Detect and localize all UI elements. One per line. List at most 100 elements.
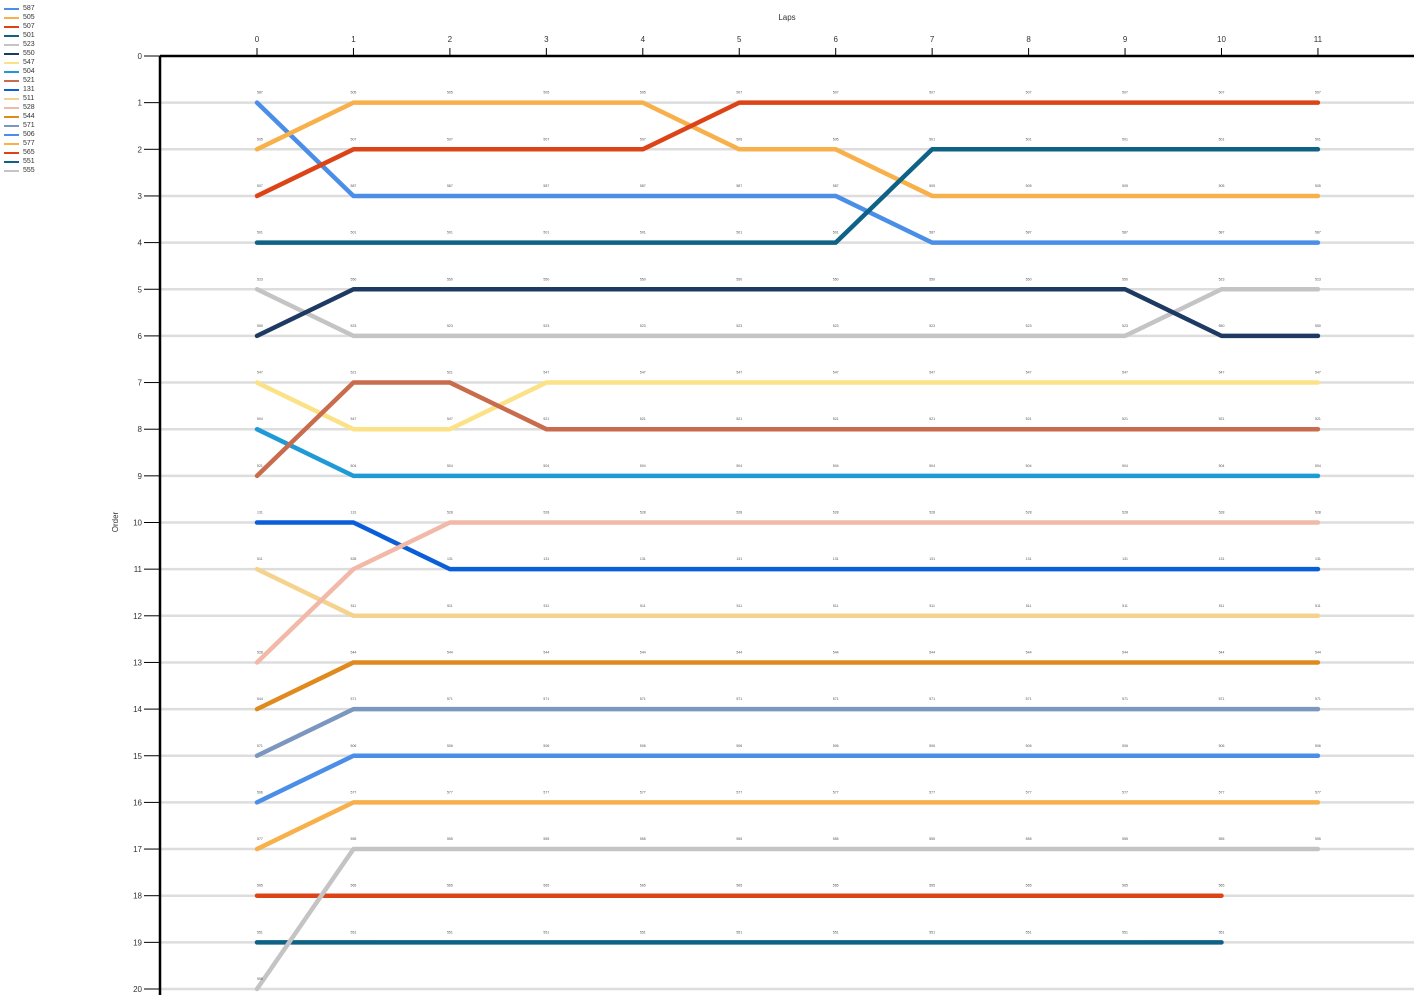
legend-item-550: 550 — [4, 49, 35, 58]
series-line-544 — [254, 660, 1321, 712]
point-label: 528 — [447, 511, 453, 515]
point-label: 507 — [351, 137, 357, 141]
point-label: 501 — [447, 231, 453, 235]
point-label: 511 — [544, 604, 550, 608]
series-line-523 — [254, 287, 1321, 339]
series-line-587 — [254, 100, 1321, 245]
point-label: 507 — [1315, 91, 1321, 95]
point-label: 507 — [1122, 91, 1128, 95]
point-label: 523 — [1219, 277, 1225, 281]
point-label: 521 — [929, 417, 935, 421]
point-label: 506 — [929, 744, 935, 748]
legend-label: 550 — [23, 50, 35, 57]
point-label: 571 — [351, 697, 357, 701]
y-tick-label: 17 — [133, 845, 142, 854]
point-label: 547 — [351, 417, 357, 421]
legend-item-511: 511 — [4, 94, 35, 103]
y-tick-label: 20 — [133, 985, 142, 994]
point-label: 528 — [929, 511, 935, 515]
legend-item-571: 571 — [4, 121, 35, 130]
point-label: 521 — [1315, 417, 1321, 421]
x-tick-label: 2 — [448, 35, 453, 44]
point-label: 544 — [736, 650, 742, 654]
point-label: 528 — [833, 511, 839, 515]
point-label: 565 — [351, 884, 357, 888]
point-label: 571 — [447, 697, 453, 701]
point-label: 555 — [1219, 837, 1225, 841]
series-line-555 — [254, 846, 1321, 992]
y-tick-label: 3 — [138, 192, 143, 201]
x-tick-label: 9 — [1123, 35, 1128, 44]
legend-label: 523 — [23, 41, 35, 48]
legend-item-555: 555 — [4, 166, 35, 175]
legend-swatch — [4, 169, 19, 172]
point-label: 507 — [1219, 91, 1225, 95]
point-label: 501 — [1315, 137, 1321, 141]
legend-label: 565 — [23, 149, 35, 156]
point-label: 550 — [833, 277, 839, 281]
legend-label: 131 — [23, 86, 35, 93]
point-label: 547 — [1026, 371, 1032, 375]
point-label: 550 — [929, 277, 935, 281]
point-label: 504 — [833, 464, 839, 468]
y-tick-label: 13 — [133, 658, 142, 667]
legend-label: 551 — [23, 158, 35, 165]
point-label: 507 — [833, 91, 839, 95]
point-label: 551 — [1219, 930, 1225, 934]
point-label: 521 — [543, 417, 549, 421]
legend-label: 577 — [23, 140, 35, 147]
legend-item-577: 577 — [4, 139, 35, 148]
point-label: 571 — [1219, 697, 1225, 701]
legend-label: 528 — [23, 104, 35, 111]
point-label: 571 — [1122, 697, 1128, 701]
point-label: 587 — [543, 184, 549, 188]
point-label: 505 — [1026, 184, 1032, 188]
y-axis-title: Order — [111, 511, 120, 532]
legend-label: 507 — [23, 23, 35, 30]
point-label: 547 — [640, 371, 646, 375]
y-tick-label: 0 — [138, 52, 143, 61]
point-label: 131 — [1315, 557, 1321, 561]
point-label: 555 — [543, 837, 549, 841]
legend-swatch — [4, 70, 19, 73]
point-label: 587 — [1315, 231, 1321, 235]
point-label: 501 — [833, 231, 839, 235]
y-tick-label: 9 — [138, 472, 143, 481]
point-label: 501 — [640, 231, 646, 235]
y-tick-label: 8 — [138, 425, 143, 434]
point-label: 504 — [351, 464, 357, 468]
point-label: 565 — [257, 884, 263, 888]
point-label: 511 — [1026, 604, 1032, 608]
point-label: 577 — [257, 837, 263, 841]
point-label: 544 — [833, 650, 839, 654]
point-label: 587 — [1219, 231, 1225, 235]
point-label: 501 — [351, 231, 357, 235]
point-label: 547 — [257, 371, 263, 375]
legend-swatch — [4, 43, 19, 46]
point-label: 551 — [1122, 930, 1128, 934]
legend-swatch — [4, 124, 19, 127]
point-label: 521 — [1122, 417, 1128, 421]
legend-item-507: 507 — [4, 22, 35, 31]
point-label: 551 — [640, 930, 646, 934]
point-label: 505 — [447, 91, 453, 95]
point-label: 511 — [1219, 604, 1225, 608]
point-label: 544 — [1219, 650, 1225, 654]
series-line-504 — [254, 426, 1321, 479]
legend-swatch — [4, 160, 19, 163]
point-label: 511 — [447, 604, 453, 608]
point-label: 521 — [1219, 417, 1225, 421]
legend-label: 544 — [23, 113, 35, 120]
point-label: 507 — [929, 91, 935, 95]
point-label: 555 — [351, 837, 357, 841]
point-label: 505 — [1315, 184, 1321, 188]
point-label: 131 — [640, 557, 646, 561]
point-label: 523 — [543, 324, 549, 328]
point-label: 505 — [257, 137, 263, 141]
point-label: 565 — [543, 884, 549, 888]
point-label: 506 — [833, 744, 839, 748]
point-label: 504 — [447, 464, 453, 468]
legend-swatch — [4, 34, 19, 37]
legend-label: 504 — [23, 68, 35, 75]
point-label: 555 — [833, 837, 839, 841]
